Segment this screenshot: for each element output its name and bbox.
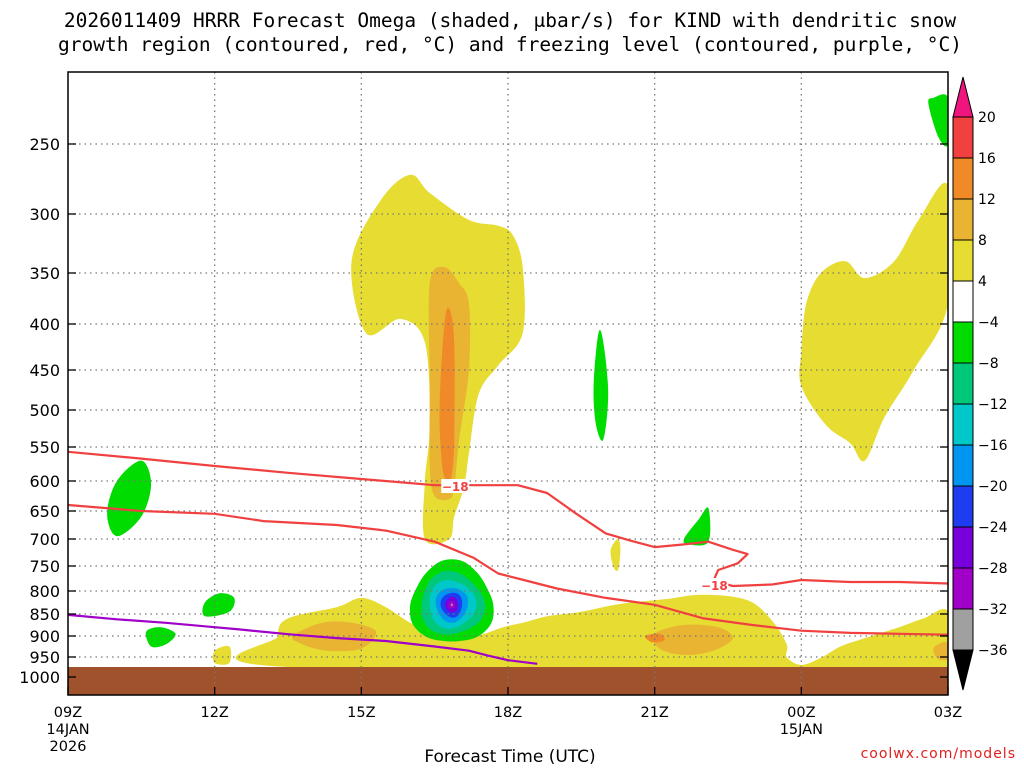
colorbar-label-9: −16 (978, 438, 1008, 454)
colorbar-label-12: −28 (978, 561, 1008, 577)
x-tick-sublabel-00Z: 15JAN (780, 722, 823, 738)
colorbar-label-8: −12 (978, 397, 1008, 413)
colorbar-swatch-10 (952, 485, 974, 528)
colorbar-label-1: 20 (978, 110, 996, 126)
y-tick-label-500: 500 (29, 401, 60, 420)
colorbar-label-7: −8 (978, 356, 999, 372)
y-tick-label-750: 750 (29, 557, 60, 576)
colorbar-swatch-4 (952, 239, 974, 282)
y-tick-label-600: 600 (29, 472, 60, 491)
y-tick-label-900: 900 (29, 627, 60, 646)
freezing-level-contour (68, 613, 538, 665)
dgz-contour-label-1: −18 (442, 480, 469, 494)
colorbar-swatch-1 (952, 116, 974, 159)
colorbar-label-2: 16 (978, 151, 996, 167)
colorbar-swatch-8 (952, 403, 974, 446)
omega-region-9 (145, 627, 176, 648)
x-tick-label-09Z: 09Z (54, 705, 82, 721)
colorbar-label-10: −20 (978, 479, 1008, 495)
y-tick-label-650: 650 (29, 502, 60, 521)
x-tick-label-12Z: 12Z (200, 705, 228, 721)
colorbar-bottom-arrow (952, 649, 974, 691)
x-tick-label-15Z: 15Z (347, 705, 375, 721)
x-tick-sublabel2-09Z: 2026 (50, 739, 87, 755)
colorbar-swatch-9 (952, 444, 974, 487)
omega-core-ring-8 (450, 603, 453, 607)
omega-region-16 (644, 633, 665, 643)
plot-area: −18 −18 (67, 71, 949, 696)
y-axis: 250 300 350 400 450 500 550 600 650 700 750 800 850 9… (19, 135, 948, 687)
y-tick-label-550: 550 (29, 438, 60, 457)
colorbar: 20 16 12 8 4 −4 −8 −12 −16 −20 −24 −28 −32 −36 (952, 76, 1008, 691)
y-tick-label-700: 700 (29, 530, 60, 549)
colorbar-label-5: 4 (978, 274, 987, 290)
omega-region-15 (653, 624, 733, 655)
y-tick-label-350: 350 (29, 264, 60, 283)
credit-text: coolwx.com/models (861, 746, 1016, 762)
x-tick-label-03Z: 03Z (934, 705, 962, 721)
omega-region-3 (439, 307, 455, 482)
x-tick-label-00Z: 00Z (787, 705, 815, 721)
x-tick-label-18Z: 18Z (494, 705, 522, 721)
omega-region-6 (928, 94, 948, 147)
dgz-contour-label-bg-1 (441, 479, 470, 493)
colorbar-swatch-5 (952, 280, 974, 323)
y-tick-label-800: 800 (29, 582, 60, 601)
colorbar-label-11: −24 (978, 520, 1008, 536)
y-tick-label-400: 400 (29, 315, 60, 334)
omega-region-8 (202, 593, 235, 617)
y-tick-label-950: 950 (29, 648, 60, 667)
omega-region-12 (683, 507, 711, 546)
temperature-contours: −18 −18 (68, 450, 948, 665)
colorbar-label-6: −4 (978, 315, 999, 331)
y-tick-label-250: 250 (29, 135, 60, 154)
colorbar-swatch-6 (952, 321, 974, 364)
colorbar-swatch-2 (952, 157, 974, 200)
dgz-contour-2 (68, 503, 948, 636)
omega-region-10 (212, 645, 232, 665)
chart-title-line1: 2026011409 HRRR Forecast Omega (shaded, … (64, 9, 956, 32)
colorbar-swatch-3 (952, 198, 974, 241)
x-axis-title: Forecast Time (UTC) (424, 747, 595, 767)
dgz-contour-label-bg-2 (700, 578, 729, 592)
colorbar-label-4: 8 (978, 233, 987, 249)
x-tick-label-21Z: 21Z (640, 705, 668, 721)
omega-region-5 (799, 183, 948, 462)
chart-title-line2: growth region (contoured, red, °C) and f… (58, 33, 962, 56)
y-tick-label-850: 850 (29, 605, 60, 624)
gridlines (68, 72, 948, 695)
colorbar-swatch-13 (952, 608, 974, 651)
dgz-contour-1 (68, 450, 948, 588)
omega-region-4 (593, 330, 609, 441)
colorbar-top-arrow (952, 76, 974, 118)
colorbar-label-14: −36 (978, 643, 1008, 659)
y-tick-label-1000: 1000 (19, 668, 60, 687)
colorbar-label-3: 12 (978, 192, 996, 208)
y-tick-label-450: 450 (29, 361, 60, 380)
omega-region-11 (610, 539, 621, 571)
y-tick-label-300: 300 (29, 205, 60, 224)
colorbar-swatch-11 (952, 526, 974, 569)
x-tick-sublabel-09Z: 14JAN (46, 722, 89, 738)
omega-shading (107, 94, 948, 673)
colorbar-label-13: −32 (978, 602, 1008, 618)
colorbar-swatch-7 (952, 362, 974, 405)
dgz-contour-label-2: −18 (701, 579, 728, 593)
omega-region-17 (933, 641, 948, 661)
omega-region-7 (107, 460, 152, 537)
omega-region-14 (292, 621, 377, 652)
colorbar-swatch-12 (952, 567, 974, 610)
omega-region-13 (235, 594, 948, 673)
